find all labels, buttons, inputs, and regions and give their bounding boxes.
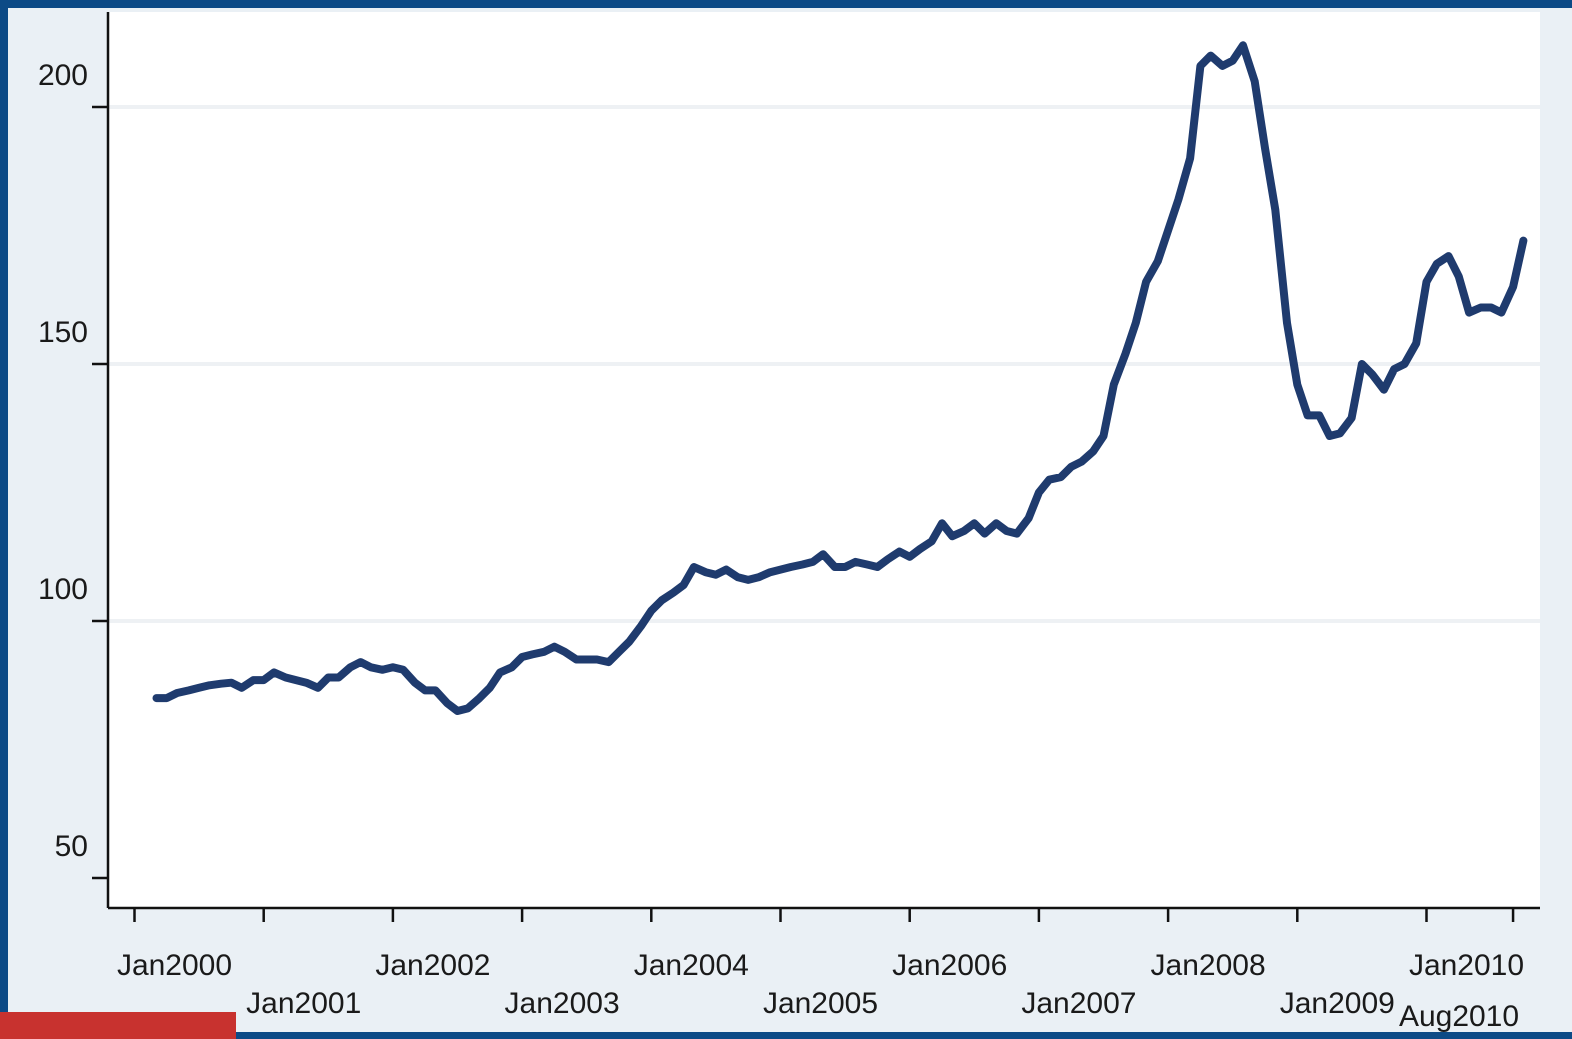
- plot-area: [108, 12, 1540, 908]
- series-layer: [152, 41, 1528, 715]
- slide-accent-bar: [0, 1012, 236, 1039]
- series-line: [152, 41, 1528, 715]
- x-tick-label: Jan2008: [1151, 949, 1266, 982]
- x-tick-label: Jan2009: [1280, 987, 1395, 1020]
- x-tick-label: Jan2007: [1021, 987, 1136, 1020]
- grid-lines: [108, 105, 1540, 623]
- x-tick-label: Jan2006: [892, 949, 1007, 982]
- x-tick-label: Aug2010: [1399, 1000, 1519, 1033]
- x-tick-label: Jan2005: [763, 987, 878, 1020]
- y-tick-label: 150: [38, 316, 88, 349]
- axes: [92, 12, 1540, 922]
- x-tick-label: Jan2000: [117, 949, 232, 982]
- y-tick-label: 100: [38, 573, 88, 606]
- x-tick-label: Jan2004: [634, 949, 749, 982]
- y-tick-label: 200: [38, 59, 88, 92]
- x-tick-label: Jan2010: [1409, 949, 1524, 982]
- y-tick-label: 50: [55, 830, 88, 863]
- x-tick-label: Jan2002: [375, 949, 490, 982]
- x-tick-label: Jan2001: [246, 987, 361, 1020]
- tick-labels: 50 100 150 200 Jan2000 Jan2001 Jan2002 Jan2003 J…: [38, 59, 1524, 1033]
- x-tick-label: Jan2003: [505, 987, 620, 1020]
